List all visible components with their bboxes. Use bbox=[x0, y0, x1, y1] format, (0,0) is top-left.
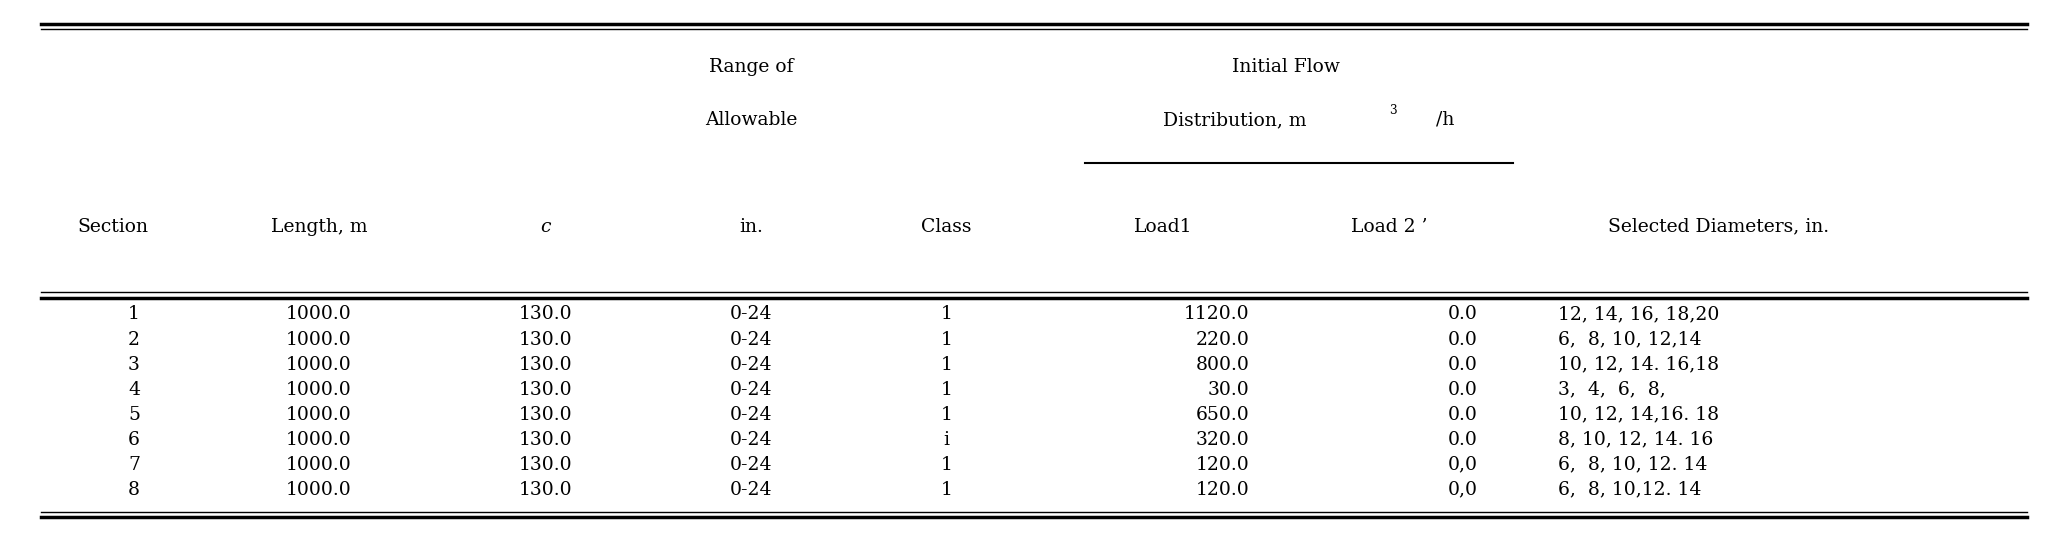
Text: Class: Class bbox=[922, 217, 971, 236]
Text: Allowable: Allowable bbox=[706, 111, 796, 129]
Text: 130.0: 130.0 bbox=[519, 305, 572, 324]
Text: 3,  4,  6,  8,: 3, 4, 6, 8, bbox=[1558, 381, 1665, 399]
Text: 0-24: 0-24 bbox=[731, 356, 772, 374]
Text: 0-24: 0-24 bbox=[731, 406, 772, 424]
Text: 220.0: 220.0 bbox=[1196, 330, 1249, 349]
Text: 12, 14, 16, 18,20: 12, 14, 16, 18,20 bbox=[1558, 305, 1718, 324]
Text: 320.0: 320.0 bbox=[1196, 431, 1249, 449]
Text: 1000.0: 1000.0 bbox=[286, 481, 352, 499]
Text: 0.0: 0.0 bbox=[1447, 381, 1478, 399]
Text: 10, 12, 14,16. 18: 10, 12, 14,16. 18 bbox=[1558, 406, 1718, 424]
Text: 0,0: 0,0 bbox=[1447, 481, 1478, 499]
Text: 1000.0: 1000.0 bbox=[286, 456, 352, 474]
Text: Load1: Load1 bbox=[1134, 217, 1192, 236]
Text: Distribution, m: Distribution, m bbox=[1163, 111, 1307, 129]
Text: 130.0: 130.0 bbox=[519, 330, 572, 349]
Text: 5: 5 bbox=[128, 406, 140, 424]
Text: 0-24: 0-24 bbox=[731, 481, 772, 499]
Text: 0.0: 0.0 bbox=[1447, 356, 1478, 374]
Text: 7: 7 bbox=[128, 456, 140, 474]
Text: 0-24: 0-24 bbox=[731, 431, 772, 449]
Text: 130.0: 130.0 bbox=[519, 481, 572, 499]
Text: 0,0: 0,0 bbox=[1447, 456, 1478, 474]
Text: 120.0: 120.0 bbox=[1196, 456, 1249, 474]
Text: 130.0: 130.0 bbox=[519, 356, 572, 374]
Text: Length, m: Length, m bbox=[272, 217, 366, 236]
Text: 4: 4 bbox=[128, 381, 140, 399]
Text: 30.0: 30.0 bbox=[1208, 381, 1249, 399]
Text: 0.0: 0.0 bbox=[1447, 406, 1478, 424]
Text: 130.0: 130.0 bbox=[519, 381, 572, 399]
Text: 1: 1 bbox=[941, 305, 953, 324]
Text: 6,  8, 10, 12,14: 6, 8, 10, 12,14 bbox=[1558, 330, 1702, 349]
Text: 130.0: 130.0 bbox=[519, 406, 572, 424]
Text: 1: 1 bbox=[941, 481, 953, 499]
Text: 130.0: 130.0 bbox=[519, 431, 572, 449]
Text: 1: 1 bbox=[941, 456, 953, 474]
Text: Range of: Range of bbox=[708, 58, 794, 76]
Text: 0-24: 0-24 bbox=[731, 456, 772, 474]
Text: i: i bbox=[945, 431, 949, 449]
Text: 1000.0: 1000.0 bbox=[286, 305, 352, 324]
Text: 1000.0: 1000.0 bbox=[286, 431, 352, 449]
Text: 130.0: 130.0 bbox=[519, 456, 572, 474]
Text: 0-24: 0-24 bbox=[731, 305, 772, 324]
Text: Section: Section bbox=[78, 217, 148, 236]
Text: 8: 8 bbox=[128, 481, 140, 499]
Text: 2: 2 bbox=[128, 330, 140, 349]
Text: 1: 1 bbox=[941, 356, 953, 374]
Text: 120.0: 120.0 bbox=[1196, 481, 1249, 499]
Text: in.: in. bbox=[739, 217, 764, 236]
Text: 1000.0: 1000.0 bbox=[286, 330, 352, 349]
Text: 0.0: 0.0 bbox=[1447, 330, 1478, 349]
Text: 1000.0: 1000.0 bbox=[286, 356, 352, 374]
Text: 8, 10, 12, 14. 16: 8, 10, 12, 14. 16 bbox=[1558, 431, 1712, 449]
Text: 10, 12, 14. 16,18: 10, 12, 14. 16,18 bbox=[1558, 356, 1718, 374]
Text: 0-24: 0-24 bbox=[731, 330, 772, 349]
Text: 0-24: 0-24 bbox=[731, 381, 772, 399]
Text: Selected Diameters, in.: Selected Diameters, in. bbox=[1607, 217, 1830, 236]
Text: /h: /h bbox=[1424, 111, 1455, 129]
Text: 1120.0: 1120.0 bbox=[1183, 305, 1249, 324]
Text: 1000.0: 1000.0 bbox=[286, 381, 352, 399]
Text: 6,  8, 10, 12. 14: 6, 8, 10, 12. 14 bbox=[1558, 456, 1708, 474]
Text: 3: 3 bbox=[1389, 104, 1397, 117]
Text: 800.0: 800.0 bbox=[1196, 356, 1249, 374]
Text: 1: 1 bbox=[128, 305, 140, 324]
Text: 3: 3 bbox=[128, 356, 140, 374]
Text: 1: 1 bbox=[941, 406, 953, 424]
Text: 6: 6 bbox=[128, 431, 140, 449]
Text: Initial Flow: Initial Flow bbox=[1233, 58, 1340, 76]
Text: 1000.0: 1000.0 bbox=[286, 406, 352, 424]
Text: 0.0: 0.0 bbox=[1447, 431, 1478, 449]
Text: 6,  8, 10,12. 14: 6, 8, 10,12. 14 bbox=[1558, 481, 1702, 499]
Text: c: c bbox=[539, 217, 552, 236]
Text: 0.0: 0.0 bbox=[1447, 305, 1478, 324]
Text: Load 2 ’: Load 2 ’ bbox=[1350, 217, 1428, 236]
Text: 1: 1 bbox=[941, 330, 953, 349]
Text: 1: 1 bbox=[941, 381, 953, 399]
Text: 650.0: 650.0 bbox=[1196, 406, 1249, 424]
